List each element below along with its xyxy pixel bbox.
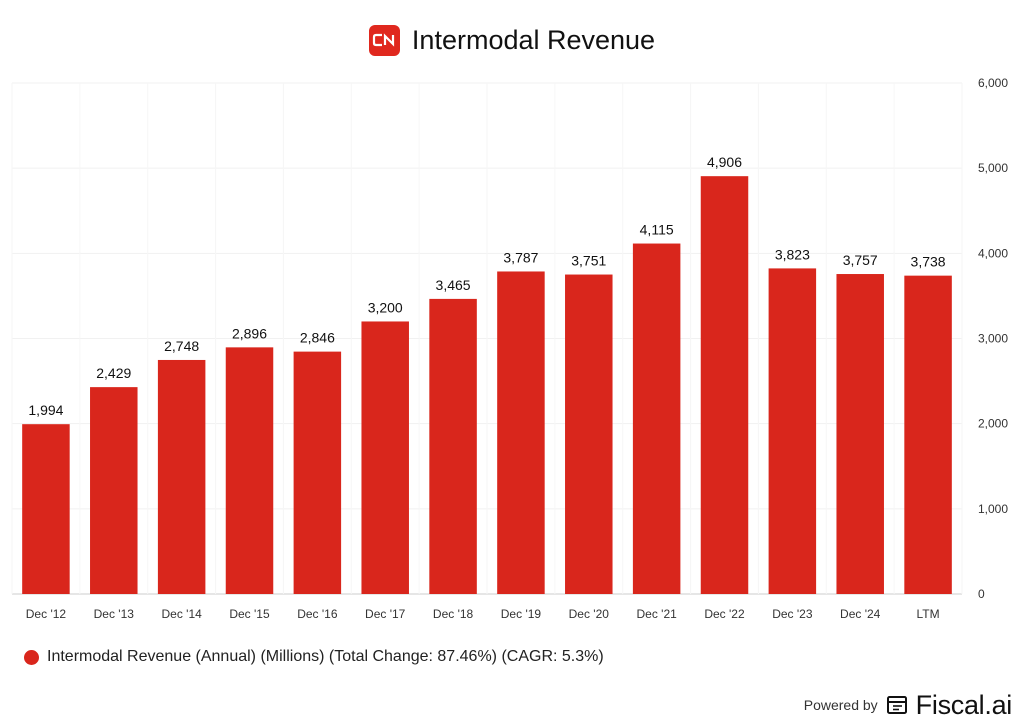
legend-label: Intermodal Revenue (Annual) (Millions) (… (47, 648, 604, 665)
bar (768, 268, 817, 594)
x-tick-label: Dec '13 (94, 607, 135, 621)
y-tick-label: 6,000 (978, 76, 1008, 90)
bar-value-label: 2,429 (96, 365, 131, 381)
bar (157, 359, 206, 594)
y-tick-label: 5,000 (978, 161, 1008, 175)
bar-value-label: 3,757 (843, 252, 878, 268)
powered-by[interactable]: Powered by Fiscal.ai (803, 688, 1013, 722)
x-tick-label: Dec '19 (501, 607, 542, 621)
chart-title: Intermodal Revenue (411, 24, 656, 55)
x-tick-label: Dec '14 (161, 607, 202, 621)
x-tick-label: Dec '22 (704, 607, 745, 621)
bar-value-label: 2,748 (164, 338, 199, 354)
bar (361, 321, 409, 594)
x-tick-label: Dec '23 (772, 607, 813, 621)
bar (429, 298, 477, 594)
x-tick-label: LTM (917, 607, 940, 621)
bar-chart: 0 1,000 2,000 3,000 4,000 5,000 6,000 1,994 Dec … (11, 76, 1008, 621)
x-tick-label: Dec '15 (229, 607, 270, 621)
bar-value-label: 3,823 (775, 246, 810, 262)
bar (632, 243, 681, 594)
legend[interactable]: Intermodal Revenue (Annual) (Millions) (… (24, 645, 604, 669)
fiscal-logo-icon (886, 696, 907, 714)
x-tick-label: Dec '20 (569, 607, 610, 621)
bar-value-label: 2,846 (300, 330, 335, 346)
x-tick-label: Dec '17 (365, 607, 406, 621)
cn-logo-mark (372, 33, 395, 47)
bar (90, 387, 138, 594)
bar-value-label: 3,200 (368, 299, 403, 315)
bar (904, 275, 952, 594)
bar (293, 351, 342, 594)
x-tick-label: Dec '12 (26, 607, 67, 621)
y-tick-label: 2,000 (978, 417, 1008, 431)
bar (836, 274, 884, 594)
cn-logo (368, 24, 400, 56)
y-tick-label: 3,000 (978, 332, 1008, 346)
x-tick-label: Dec '21 (636, 607, 677, 621)
bar-value-label: 1,994 (28, 402, 63, 418)
bar (565, 274, 613, 594)
bar-value-label: 3,751 (571, 253, 606, 269)
bar (22, 424, 70, 594)
bar-value-label: 3,787 (503, 249, 538, 265)
y-tick-label: 0 (978, 587, 985, 601)
y-tick-label: 4,000 (978, 246, 1008, 260)
powered-by-label: Powered by (803, 697, 878, 713)
chart-header: Intermodal Revenue (0, 20, 1024, 60)
legend-swatch (24, 649, 39, 665)
x-tick-label: Dec '18 (433, 607, 474, 621)
bar-value-label: 4,115 (640, 222, 674, 238)
bar-value-label: 2,896 (232, 325, 267, 341)
bar-value-label: 3,738 (911, 254, 946, 270)
bar (497, 271, 545, 594)
bar (700, 176, 749, 594)
bar-value-label: 4,906 (707, 154, 742, 170)
bar-value-label: 3,465 (436, 277, 471, 293)
brand-name: Fiscal.ai (915, 689, 1013, 720)
bar (225, 347, 274, 594)
y-tick-label: 1,000 (978, 502, 1008, 516)
x-tick-label: Dec '16 (297, 607, 338, 621)
x-tick-label: Dec '24 (840, 607, 881, 621)
